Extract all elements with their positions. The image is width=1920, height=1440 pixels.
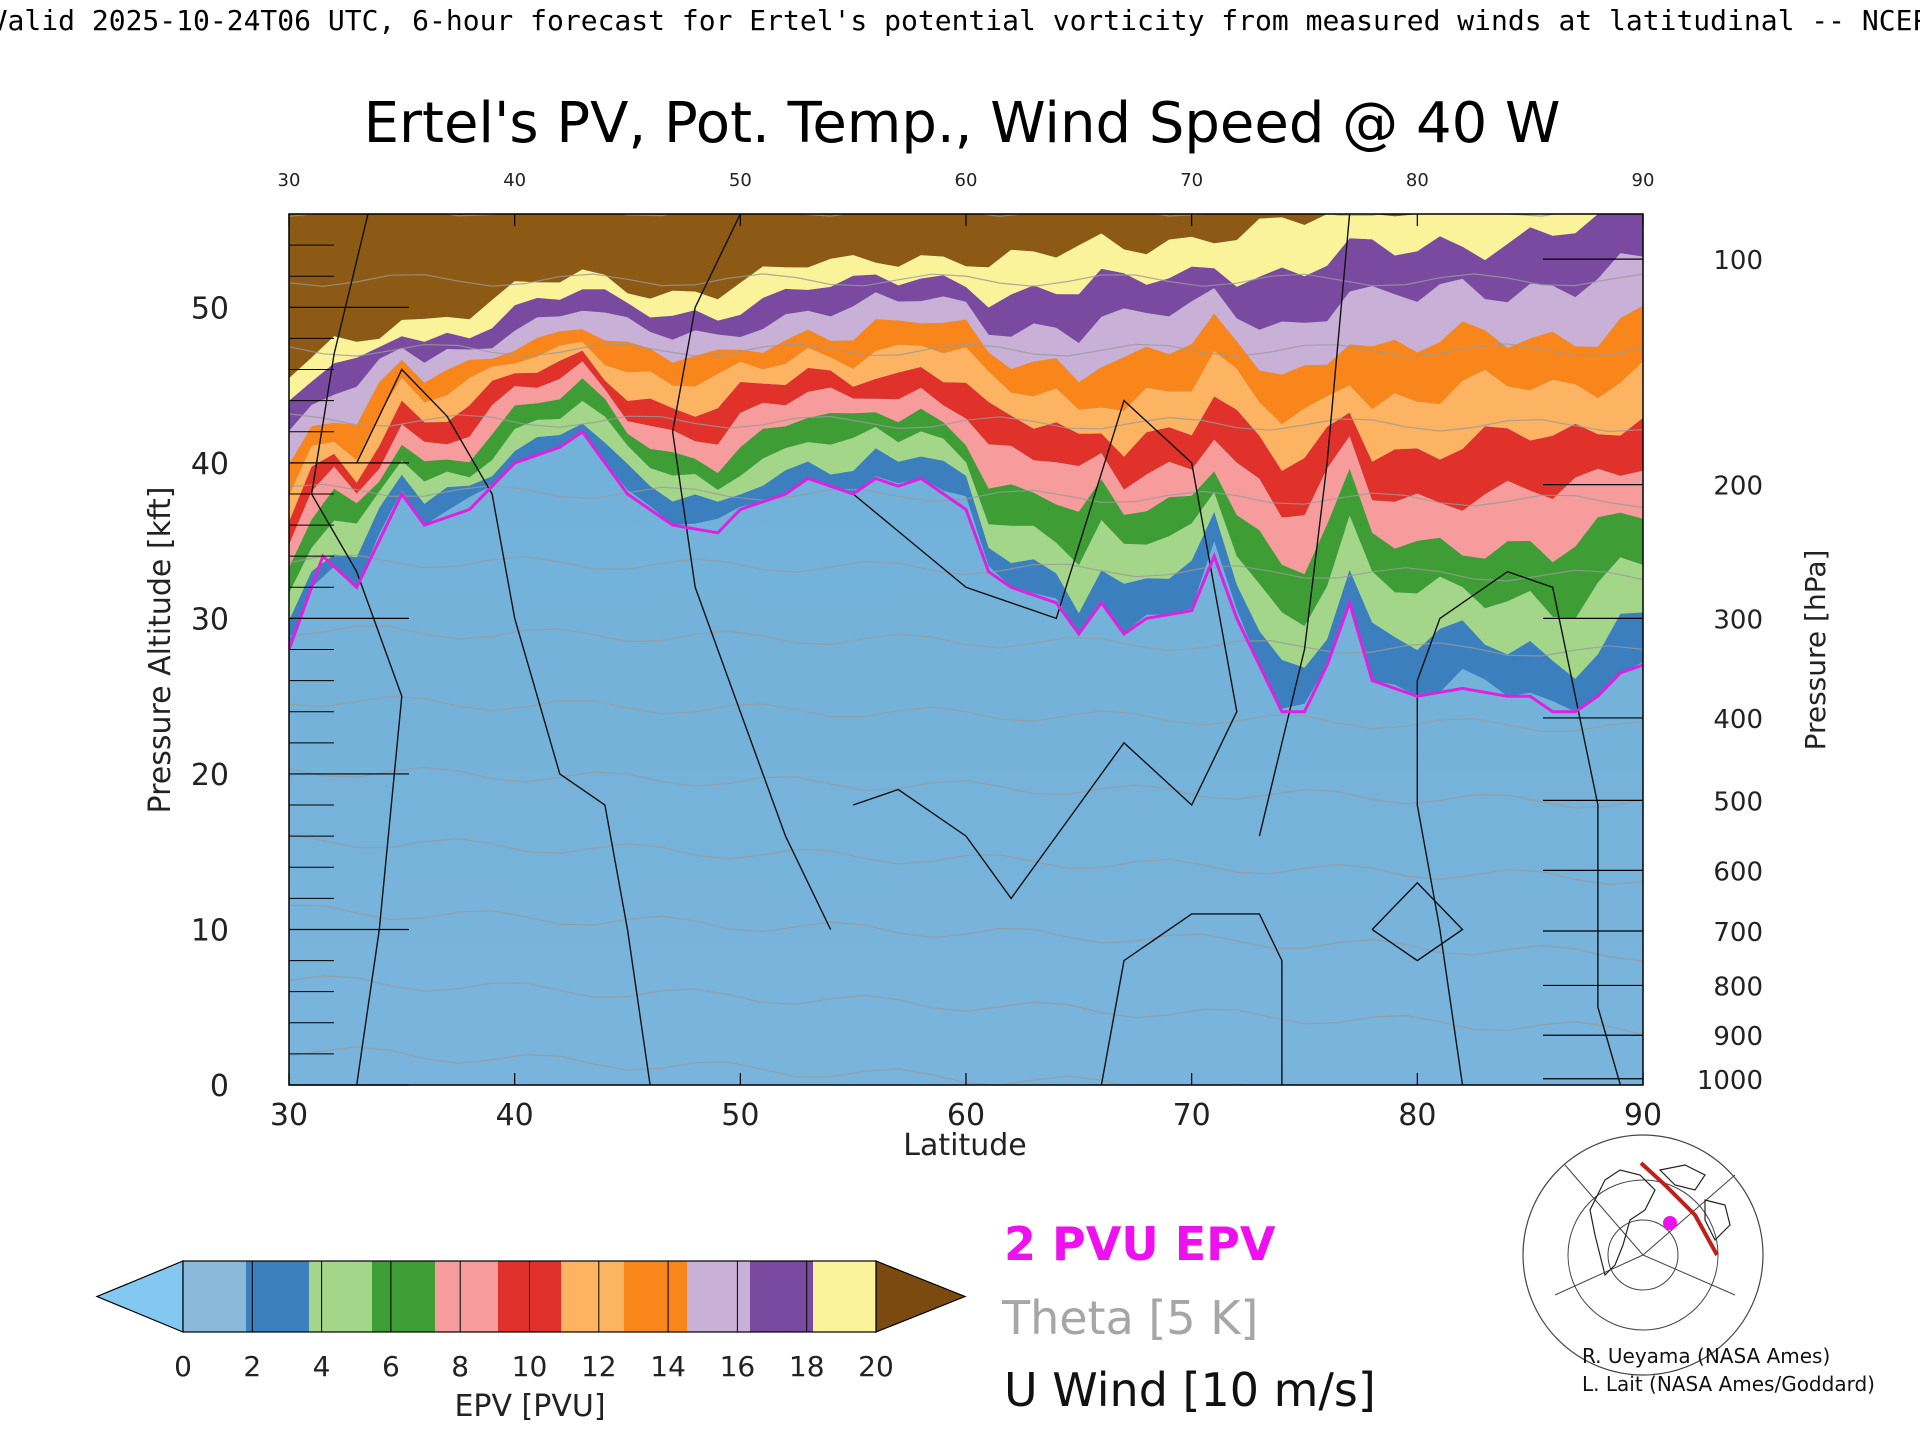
theta-contour (289, 554, 1643, 582)
credit-line-1: R. Ueyama (NASA Ames) (1582, 1344, 1830, 1368)
colorbar-segment (372, 1261, 435, 1332)
plot-area (289, 64, 1643, 1085)
colorbar-segment (183, 1261, 246, 1332)
y-tick-label: 20 (191, 758, 229, 793)
colorbar-tick-label: 20 (858, 1350, 894, 1383)
pressure-tick-label: 100 (1713, 246, 1763, 276)
x-tick-label-top: 70 (1180, 170, 1203, 191)
theta-contour (289, 413, 1643, 433)
theta-contour (289, 64, 1643, 76)
colorbar-tick-label: 4 (313, 1350, 331, 1383)
x-tick-label-top: 90 (1632, 170, 1655, 191)
theta-contour (289, 975, 1643, 1036)
y-tick-label: 40 (191, 447, 229, 482)
epv-band (289, 361, 1643, 575)
pressure-tick-label: 200 (1713, 472, 1763, 502)
banner-text: Valid 2025-10-24T06 UTC, 6-hour forecast… (0, 4, 1920, 37)
colorbar-tick-label: 8 (451, 1350, 469, 1383)
x-tick-label: 50 (721, 1098, 759, 1133)
locator-map (1522, 1134, 1764, 1376)
y-tick-label: 50 (191, 291, 229, 326)
colorbar-tick-label: 0 (174, 1350, 192, 1383)
epv-colorbar: 0 2 4 6 8 10 12 14 16 18 20 (95, 1260, 967, 1383)
theta-contours (289, 64, 1643, 1085)
colorbar-segment (750, 1261, 813, 1332)
theta-contour (289, 833, 1643, 886)
pressure-tick-label: 700 (1713, 918, 1763, 948)
colorbar-segment (561, 1261, 624, 1332)
epv-bands (289, 214, 1643, 712)
credit-line-2: L. Lait (NASA Ames/Goddard) (1582, 1372, 1875, 1396)
legend-2pvu: 2 PVU EPV (1004, 1217, 1276, 1271)
colorbar-label: EPV [PVU] (454, 1389, 605, 1424)
colorbar-segment (687, 1261, 750, 1332)
epv-band (289, 214, 1643, 379)
theta-contour (289, 625, 1643, 657)
epv-band (289, 378, 1643, 627)
u-wind-contour (1258, 214, 1351, 837)
colorbar-tick-label: 12 (581, 1350, 617, 1383)
chart-title: Ertel's PV, Pot. Temp., Wind Speed @ 40 … (364, 91, 1561, 156)
y-tick-label: 30 (191, 602, 229, 637)
x-tick-label-top: 30 (278, 170, 301, 191)
x-tick-label: 30 (270, 1098, 308, 1133)
pressure-tick-label: 400 (1713, 705, 1763, 735)
epv-band (289, 400, 1643, 679)
u-wind-contour (1371, 881, 1464, 962)
x-tick-label: 90 (1624, 1098, 1662, 1133)
x-tick-label-top: 60 (955, 170, 978, 191)
pressure-tick-label: 600 (1713, 857, 1763, 887)
u-wind-contour (1100, 913, 1283, 1085)
y-axis-right-label: Pressure [hPa] (1799, 550, 1832, 751)
theta-contour (289, 483, 1643, 509)
x-tick-label-top: 80 (1406, 170, 1429, 191)
y-tick-label: 10 (191, 913, 229, 948)
epv-band (289, 350, 1643, 545)
theta-contour (289, 904, 1643, 962)
y-tick-label: 0 (210, 1069, 229, 1104)
u-wind-contour (356, 368, 651, 1085)
x-tick-label: 80 (1398, 1098, 1436, 1133)
colorbar-tick-label: 16 (720, 1350, 756, 1383)
colorbar-tick-label: 2 (243, 1350, 261, 1383)
pressure-tick-label: 1000 (1697, 1066, 1763, 1096)
colorbar-segment (813, 1261, 876, 1332)
u-wind-contour (671, 214, 832, 930)
u-wind-contour (852, 399, 1238, 900)
legend-theta: Theta [5 K] (1001, 1291, 1258, 1345)
u-wind-contour (1416, 570, 1622, 1085)
tropopause-2pvu-line (289, 429, 1643, 714)
epv-band (289, 305, 1643, 496)
x-tick-label-top: 50 (729, 170, 752, 191)
x-axis-label: Latitude (903, 1128, 1026, 1163)
x-tick-label: 70 (1173, 1098, 1211, 1133)
theta-contour (289, 343, 1643, 357)
pressure-tick-label: 900 (1713, 1022, 1763, 1052)
epv-band (289, 341, 1643, 522)
x-tick-label: 40 (496, 1098, 534, 1133)
colorbar-segment (435, 1261, 498, 1332)
pressure-tick-label: 800 (1713, 972, 1763, 1002)
colorbar-segment (246, 1261, 309, 1332)
x-tick-label: 60 (947, 1098, 985, 1133)
colorbar-under-arrow (95, 1260, 184, 1333)
pressure-tick-label: 300 (1713, 605, 1763, 635)
colorbar-tick-label: 6 (382, 1350, 400, 1383)
colorbar-segment (624, 1261, 687, 1332)
pressure-tick-label: 500 (1713, 787, 1763, 817)
y-axis-label: Pressure Altitude [kft] (143, 487, 178, 814)
colorbar-segment (309, 1261, 372, 1332)
colorbar-tick-label: 10 (512, 1350, 548, 1383)
legend-u-wind: U Wind [10 m/s] (1004, 1363, 1376, 1417)
epv-band (289, 214, 1643, 401)
axes: 3030404050506060707080809090010203040501… (191, 170, 1763, 1133)
colorbar-tick-label: 18 (789, 1350, 825, 1383)
colorbar-tick-label: 14 (650, 1350, 686, 1383)
theta-contour (289, 273, 1643, 287)
colorbar-over-arrow (875, 1260, 967, 1333)
x-tick-label-top: 40 (503, 170, 526, 191)
epv-band (289, 423, 1643, 712)
